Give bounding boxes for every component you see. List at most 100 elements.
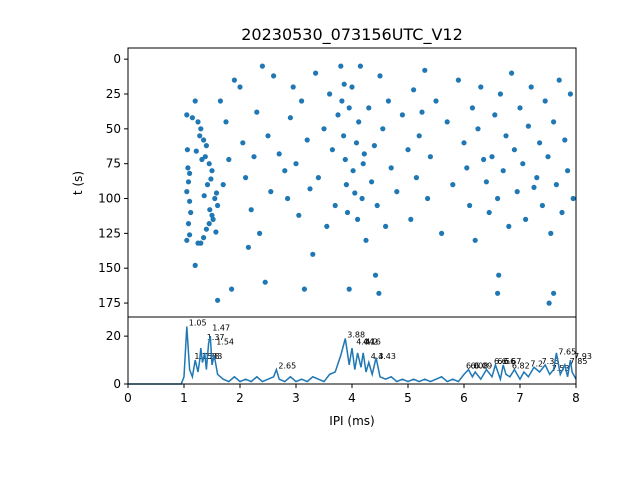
scatter-point	[285, 195, 291, 202]
histogram-x-tick-label: 0	[124, 391, 132, 405]
scatter-point	[327, 91, 333, 97]
histogram-line	[128, 326, 577, 385]
scatter-point	[464, 165, 470, 171]
scatter-y-ticks: 0 25 50 75 100 125 150 175	[98, 52, 128, 310]
scatter-point	[562, 137, 568, 143]
scatter-point	[346, 286, 352, 292]
scatter-point	[276, 151, 282, 157]
scatter-point	[539, 202, 546, 209]
scatter-point	[207, 207, 213, 213]
peak-label: 4.43	[378, 352, 396, 361]
scatter-point	[559, 209, 565, 216]
scatter-point	[210, 216, 216, 222]
scatter-point	[511, 147, 517, 153]
scatter-points	[184, 63, 576, 306]
scatter-point	[489, 154, 495, 160]
scatter-point	[355, 216, 361, 222]
scatter-point	[243, 175, 249, 181]
histogram-y-ticks: 0 20	[106, 329, 128, 391]
scatter-point	[514, 189, 520, 195]
chart-title: 20230530_073156UTC_V12	[241, 25, 463, 45]
scatter-point	[363, 237, 369, 243]
histogram-axes-frame	[127, 316, 577, 385]
scatter-point	[394, 189, 400, 195]
scatter-point	[528, 84, 534, 90]
scatter-point	[198, 126, 204, 132]
peak-label: 6.82	[512, 362, 530, 371]
scatter-point	[546, 300, 552, 306]
scatter-point	[352, 190, 358, 196]
scatter-point	[201, 193, 207, 199]
scatter-point	[399, 112, 405, 118]
peak-label: 2.65	[278, 362, 296, 371]
scatter-y-tick-label: 125	[98, 226, 121, 240]
scatter-point	[545, 154, 551, 160]
scatter-point	[201, 235, 207, 241]
scatter-point	[195, 240, 201, 246]
scatter-point	[203, 226, 209, 232]
scatter-point	[251, 154, 257, 160]
scatter-point	[204, 182, 211, 188]
scatter-y-tick-label: 25	[106, 87, 121, 101]
scatter-point	[444, 119, 450, 125]
scatter-point	[209, 168, 215, 174]
scatter-point	[481, 156, 487, 163]
scatter-point	[339, 98, 345, 104]
scatter-point	[433, 98, 439, 104]
scatter-point	[357, 63, 363, 69]
scatter-point	[341, 81, 347, 87]
scatter-point	[383, 223, 389, 229]
scatter-point	[188, 209, 194, 216]
scatter-point	[483, 179, 489, 185]
scatter-point	[341, 133, 347, 139]
scatter-point	[254, 109, 260, 115]
scatter-point	[413, 175, 419, 181]
scatter-point	[556, 77, 562, 83]
scatter-point	[192, 98, 198, 104]
scatter-point	[369, 179, 375, 185]
scatter-point	[208, 176, 214, 182]
scatter-point	[531, 184, 537, 190]
scatter-point	[408, 216, 414, 222]
scatter-point	[184, 112, 190, 118]
peak-label: 1.28	[202, 352, 220, 361]
histogram-x-axis-label: IPI (ms)	[329, 414, 374, 428]
scatter-point	[360, 161, 366, 167]
peak-label: 6.0	[466, 362, 479, 371]
scatter-point	[496, 272, 502, 278]
peak-label: 4.2	[365, 338, 378, 347]
scatter-point	[259, 63, 265, 69]
scatter-point	[520, 161, 526, 167]
scatter-point	[184, 237, 190, 243]
scatter-y-tick-label: 175	[98, 296, 121, 310]
scatter-point	[299, 98, 305, 104]
scatter-point	[523, 216, 529, 222]
scatter-point	[570, 195, 576, 202]
scatter-point	[338, 63, 344, 69]
scatter-point	[315, 175, 321, 181]
scatter-point	[223, 119, 229, 125]
scatter-point	[503, 133, 509, 139]
peak-label: 6.6	[494, 357, 507, 366]
peak-label: 1.05	[189, 319, 207, 328]
scatter-point	[461, 140, 467, 146]
scatter-point	[282, 168, 288, 174]
scatter-point	[209, 212, 215, 218]
scatter-point	[229, 286, 235, 292]
scatter-point	[197, 133, 203, 139]
scatter-y-tick-label: 50	[106, 122, 121, 136]
scatter-point	[199, 156, 205, 163]
histogram-x-tick-label: 5	[404, 391, 412, 405]
scatter-point	[427, 154, 433, 160]
scatter-y-axis-label: t (s)	[71, 171, 85, 195]
scatter-point	[201, 137, 207, 143]
scatter-point	[240, 140, 246, 146]
peak-label: 4.04	[356, 338, 374, 347]
scatter-point	[313, 70, 319, 76]
scatter-point	[495, 290, 501, 296]
scatter-point	[335, 112, 341, 118]
scatter-point	[245, 244, 251, 250]
scatter-point	[356, 119, 362, 125]
scatter-point	[478, 84, 484, 90]
scatter-point	[301, 286, 307, 292]
